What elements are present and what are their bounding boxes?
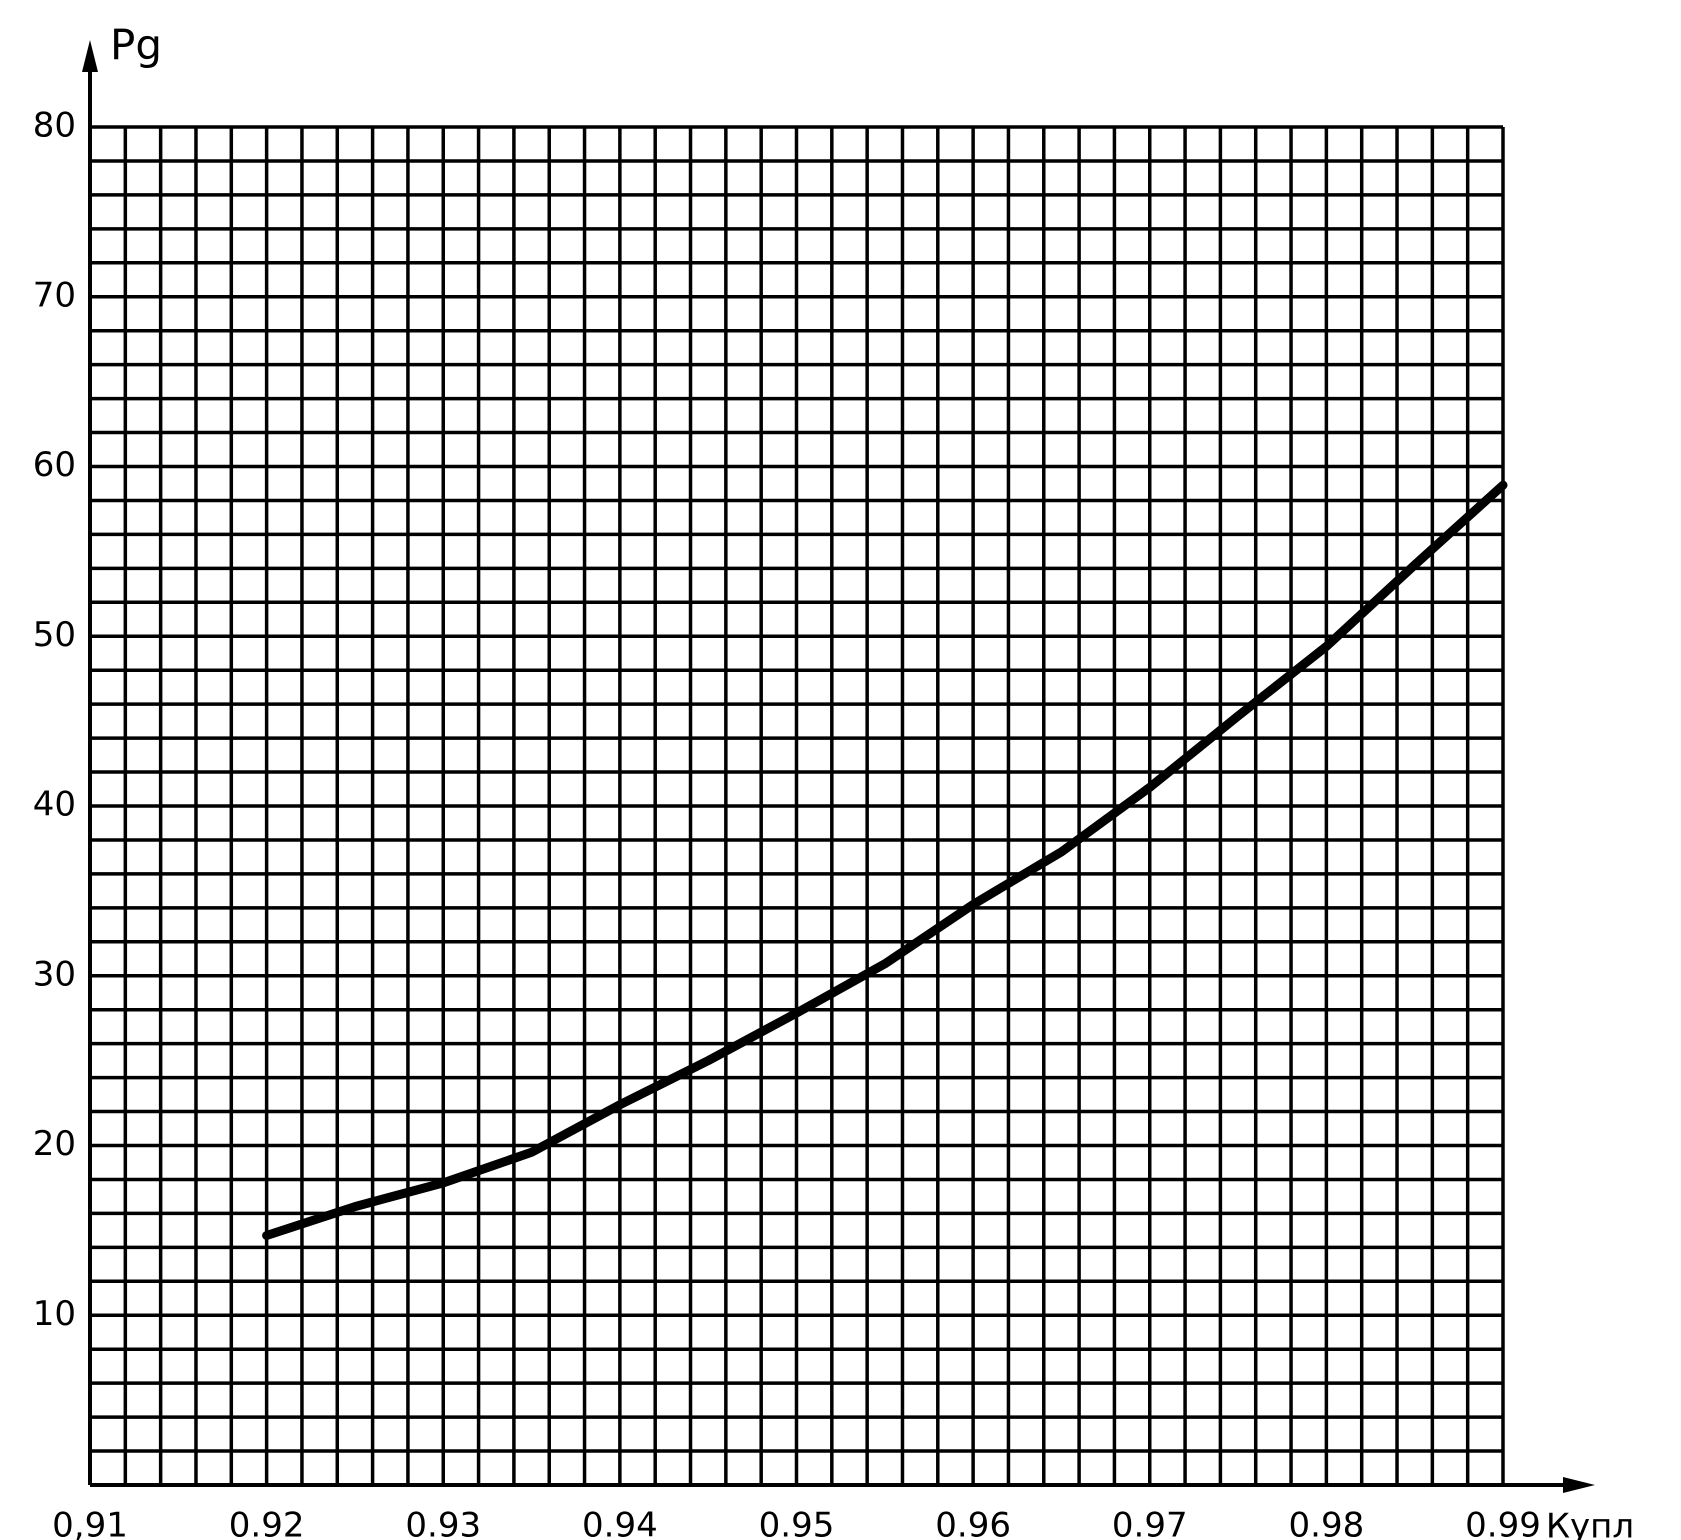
y-tick-label: 30 xyxy=(33,954,76,994)
x-tick-label: 0.97 xyxy=(1112,1506,1188,1540)
x-axis-arrow xyxy=(1563,1477,1595,1493)
y-axis-label: Pg xyxy=(110,21,162,70)
y-tick-label: 10 xyxy=(33,1294,76,1334)
x-tick-label: 0.99 xyxy=(1465,1506,1541,1540)
y-tick-label: 20 xyxy=(33,1124,76,1164)
x-axis-label: Купл xyxy=(1546,1507,1634,1540)
x-tick-label: 0.95 xyxy=(759,1506,835,1540)
y-tick-label: 50 xyxy=(33,615,76,655)
line-series xyxy=(262,480,1508,1240)
y-tick-label: 60 xyxy=(33,445,76,485)
y-tick-label: 80 xyxy=(33,106,76,146)
x-tick-label: 0.92 xyxy=(229,1506,305,1540)
y-tick-label: 40 xyxy=(33,785,76,825)
y-axis-arrow xyxy=(82,40,98,72)
x-tick-label: 0.94 xyxy=(582,1506,658,1540)
x-tick-label: 0.93 xyxy=(405,1506,481,1540)
y-tick-label: 70 xyxy=(33,275,76,315)
x-tick-label: 0.96 xyxy=(935,1506,1011,1540)
x-tick-label: 0.98 xyxy=(1289,1506,1365,1540)
x-tick-label: 0,91 xyxy=(52,1506,128,1540)
